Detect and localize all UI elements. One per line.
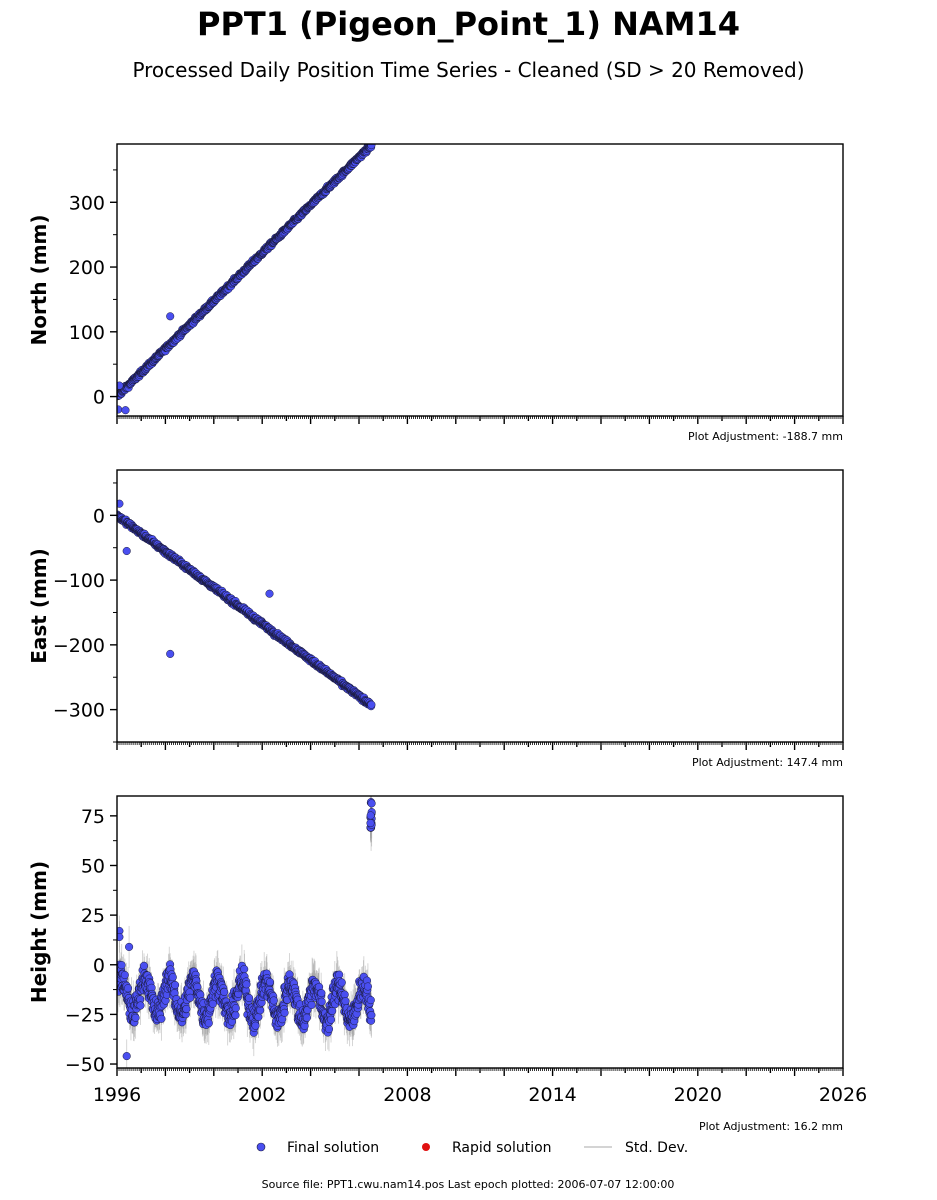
east-data-point — [122, 546, 131, 556]
north-data-point — [121, 406, 130, 415]
east-ytick-label: −300 — [53, 700, 105, 722]
north-plot-adjustment: Plot Adjustment: -188.7 mm — [688, 430, 843, 443]
east-data-point — [265, 589, 274, 598]
north-panel: 0 100 200 300 North (mm) Plot Adjustment: -18… — [27, 143, 844, 443]
east-ylabel: East (mm) — [27, 548, 51, 664]
east-ytick-label: −200 — [53, 635, 105, 657]
north-ytick-label: 100 — [69, 322, 105, 344]
north-data-point — [166, 312, 175, 321]
east-panel: 0 −100 −200 −300 East (mm) Plot Adjustment: 1… — [27, 469, 844, 769]
east-frame — [116, 469, 844, 743]
east-data-point — [117, 499, 124, 508]
north-data-point — [117, 381, 124, 390]
east-plot-adjustment: Plot Adjustment: 147.4 mm — [692, 756, 843, 769]
east-data — [117, 499, 376, 711]
height-data — [117, 796, 376, 1068]
north-ytick-label: 0 — [93, 387, 105, 409]
north-ytick-label: 300 — [69, 192, 105, 214]
east-data-point — [166, 649, 175, 658]
east-data-point — [367, 700, 376, 709]
north-data — [117, 144, 376, 415]
north-data-point — [117, 405, 123, 414]
page-title: PPT1 (Pigeon_Point_1) NAM14 — [197, 5, 740, 43]
page-subtitle: Processed Daily Position Time Series - C… — [132, 58, 805, 82]
east-ytick-label: −100 — [53, 570, 105, 592]
north-ytick-label: 200 — [69, 257, 105, 279]
north-ylabel: North (mm) — [27, 214, 51, 345]
north-data-point — [367, 144, 376, 150]
north-frame — [116, 143, 844, 417]
east-ytick-label: 0 — [93, 505, 105, 527]
